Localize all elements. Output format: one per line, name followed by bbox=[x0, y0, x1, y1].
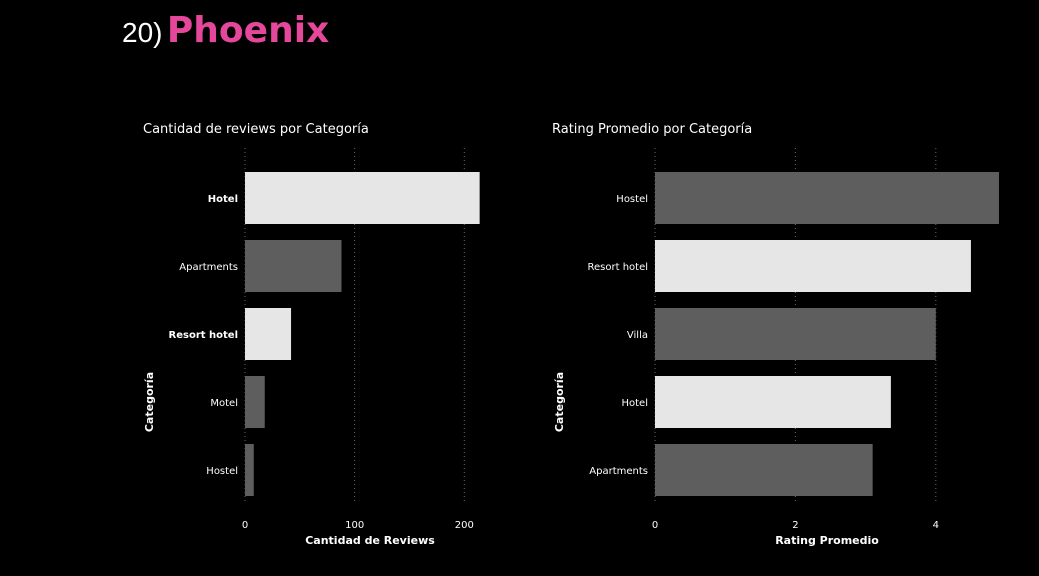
x-axis-label: Cantidad de Reviews bbox=[305, 534, 435, 547]
category-label: Hotel bbox=[208, 194, 238, 205]
x-tick-label: 200 bbox=[455, 520, 474, 531]
x-tick-label: 0 bbox=[242, 520, 248, 531]
category-label: Resort hotel bbox=[169, 330, 238, 341]
bar[interactable] bbox=[245, 444, 254, 496]
y-axis-label: Categoría bbox=[143, 372, 156, 432]
x-tick-label: 100 bbox=[345, 520, 364, 531]
bar[interactable] bbox=[245, 308, 292, 360]
bar[interactable] bbox=[245, 172, 480, 224]
bar[interactable] bbox=[245, 376, 265, 428]
title-city: Phoenix bbox=[166, 10, 330, 51]
title-number: 20) bbox=[122, 17, 163, 48]
category-label: Apartments bbox=[179, 262, 238, 273]
bar[interactable] bbox=[245, 240, 342, 292]
page-title: 20) Phoenix bbox=[122, 10, 329, 51]
category-label: Motel bbox=[210, 398, 238, 409]
chart-title: Cantidad de reviews por Categoría bbox=[143, 122, 369, 137]
category-label: Hostel bbox=[206, 466, 238, 477]
